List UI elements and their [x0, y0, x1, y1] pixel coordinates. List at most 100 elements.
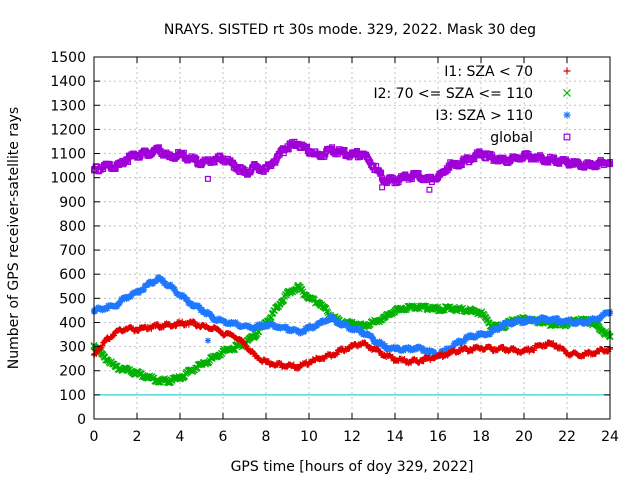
- y-tick-label: 800: [59, 219, 86, 235]
- y-tick-label: 900: [59, 195, 86, 211]
- y-tick-label: 1300: [50, 98, 86, 114]
- data-sample: [292, 285, 300, 293]
- x-tick-label: 2: [133, 429, 142, 445]
- data-sample: [561, 347, 568, 354]
- data-sample: [319, 317, 326, 324]
- data-sample: [449, 344, 456, 351]
- legend: I1: SZA < 70 I2: 70 <= SZA <= 110 I3: SZA …: [373, 64, 571, 146]
- x-tick-label: 24: [601, 429, 619, 445]
- data-sample: [219, 347, 227, 355]
- data-sample: [314, 322, 321, 329]
- data-sample: [377, 348, 384, 355]
- legend-label: global: [490, 130, 533, 146]
- data-sample: [140, 286, 147, 293]
- x-tick-label: 0: [90, 429, 99, 445]
- data-sample: [171, 286, 178, 293]
- y-tick-label: 1400: [50, 74, 86, 90]
- data-sample: [199, 306, 206, 313]
- data-sample: [400, 347, 407, 354]
- outlier-point: [379, 184, 386, 191]
- x-tick-label: 4: [176, 429, 185, 445]
- data-sample: [500, 344, 507, 351]
- data-sample: [382, 342, 389, 349]
- y-tick-label: 1200: [50, 122, 86, 138]
- data-sample: [110, 332, 117, 339]
- data-sample: [536, 318, 543, 325]
- grid: [94, 57, 610, 419]
- y-tick-label: 200: [59, 364, 86, 380]
- legend-label: I1: SZA < 70: [444, 64, 533, 80]
- legend-marker: [563, 111, 571, 119]
- data-sample: [184, 296, 191, 303]
- data-sample: [326, 316, 333, 323]
- data-sample: [461, 338, 468, 345]
- y-tick-label: 0: [77, 412, 86, 428]
- data-sample: [572, 319, 579, 326]
- x-tick-label: 12: [343, 429, 361, 445]
- data-sample: [196, 304, 203, 311]
- x-tick-label: 20: [515, 429, 533, 445]
- data-sample: [127, 294, 134, 301]
- legend-marker: [563, 89, 571, 97]
- y-tick-label: 1000: [50, 171, 86, 187]
- data-sample: [205, 358, 213, 366]
- data-sample: [191, 319, 198, 326]
- data-sample: [358, 329, 365, 336]
- data-sample: [283, 323, 290, 330]
- data-sample: [554, 315, 561, 322]
- data-sample: [463, 335, 470, 342]
- outlier-point: [204, 337, 211, 344]
- y-axis-label: Number of GPS receiver-satellite rays: [6, 107, 22, 369]
- data-sample: [499, 323, 506, 330]
- data-sample: [99, 342, 106, 349]
- data-sample: [420, 358, 427, 365]
- series-3: [91, 274, 613, 360]
- x-tick-label: 14: [386, 429, 404, 445]
- data-sample: [329, 313, 336, 320]
- plot-area: [90, 138, 614, 387]
- data-sample: [378, 169, 385, 176]
- series-4: [90, 138, 613, 187]
- x-tick-label: 6: [219, 429, 228, 445]
- legend-marker: [563, 67, 571, 75]
- x-tick-label: 8: [262, 429, 271, 445]
- data-sample: [369, 335, 376, 342]
- data-sample: [273, 157, 280, 164]
- data-sample: [114, 303, 121, 310]
- x-tick-label: 18: [472, 429, 490, 445]
- data-sample: [531, 347, 538, 354]
- data-sample: [332, 317, 339, 324]
- outlier-points: [204, 175, 433, 344]
- data-sample: [160, 277, 167, 284]
- x-tick-label: 16: [429, 429, 447, 445]
- series-1: [91, 318, 613, 372]
- y-tick-label: 400: [59, 315, 86, 331]
- y-tick-label: 600: [59, 267, 86, 283]
- data-sample: [389, 353, 396, 360]
- legend-label: I3: SZA > 110: [435, 108, 533, 124]
- y-tick-label: 1500: [50, 50, 86, 66]
- data-sample: [471, 156, 478, 163]
- data-sample: [334, 351, 341, 358]
- data-sample: [188, 300, 195, 307]
- data-sample: [203, 311, 210, 318]
- data-sample: [116, 299, 123, 306]
- x-axis-label: GPS time [hours of doy 329, 2022]: [231, 459, 474, 475]
- chart-title: NRAYS. SISTED rt 30s mode. 329, 2022. Ma…: [164, 22, 536, 38]
- data-sample: [209, 313, 216, 320]
- data-sample: [605, 160, 612, 167]
- data-sample: [487, 331, 494, 338]
- legend-label: I2: 70 <= SZA <= 110: [373, 86, 533, 102]
- y-tick-label: 1100: [50, 147, 86, 163]
- y-tick-label: 300: [59, 340, 86, 356]
- x-tick-label: 22: [558, 429, 576, 445]
- y-tick-label: 500: [59, 291, 86, 307]
- x-tick-label: 10: [300, 429, 318, 445]
- axis-ticks: 0100200300400500600700800900100011001200…: [50, 50, 619, 445]
- outlier-point: [204, 175, 211, 182]
- data-sample: [323, 307, 331, 315]
- outlier-point: [426, 186, 433, 193]
- y-tick-label: 700: [59, 243, 86, 259]
- data-sample: [531, 317, 538, 324]
